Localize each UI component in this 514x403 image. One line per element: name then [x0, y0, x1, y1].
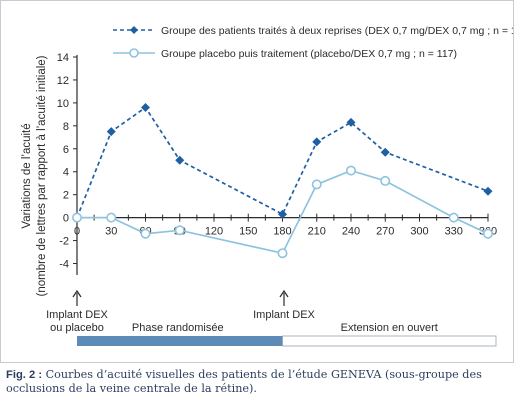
data-point: [482, 228, 493, 239]
caption-label: Fig. 2 :: [6, 369, 43, 381]
data-point: [140, 228, 151, 239]
data-point: [483, 186, 493, 196]
x-tick-label: 330: [445, 226, 463, 238]
series-line: [76, 106, 489, 218]
x-tick-label: 30: [105, 226, 117, 238]
phase-extension-band: [282, 335, 497, 347]
series-line: [77, 169, 489, 255]
x-tick-label: 120: [205, 226, 223, 238]
legend: Groupe des patients traités à deux repri…: [113, 25, 514, 60]
series-layer: [72, 102, 493, 259]
annotation-retreat-line1: Implant DEX: [253, 309, 315, 321]
data-point: [174, 225, 185, 236]
y-tick-label: 10: [57, 98, 69, 110]
data-point: [278, 209, 287, 219]
annotation-start-line2: ou placebo: [50, 322, 104, 334]
x-tick-label: 300: [410, 226, 428, 238]
y-tick-label: 8: [63, 121, 69, 133]
y-tick-label: -2: [59, 236, 69, 248]
axes: -4-2024681012140306090120150180210240270…: [57, 52, 497, 275]
data-point: [380, 175, 391, 186]
line-chart: Variations de l’acuité (nombre de lettre…: [21, 25, 514, 347]
y-axis-title-line2: (nombre de lettres par rapport à l’acuit…: [36, 55, 48, 296]
annotation-retreat-arrowhead: [279, 289, 289, 298]
caption-text: Courbes d’acuité visuelles des patients …: [6, 368, 482, 395]
phase-randomized-band: [77, 336, 283, 346]
series-placebo: [72, 165, 493, 259]
legend-item-placebo: Groupe placebo puis traitement (placebo/…: [113, 48, 457, 60]
figure-caption: Fig. 2 : Courbes d’acuité visuelles des …: [6, 368, 506, 396]
legend-label-treated: Groupe des patients traités à deux repri…: [161, 25, 513, 37]
x-tick-label: 0: [74, 226, 80, 238]
legend-label-placebo: Groupe placebo puis traitement (placebo/…: [161, 48, 457, 60]
x-tick-label: 210: [308, 226, 326, 238]
figure-frame: Variations de l’acuité (nombre de lettre…: [0, 0, 514, 363]
data-point: [380, 147, 390, 157]
annotation-start-line1: Implant DEX: [46, 309, 108, 321]
data-point: [448, 212, 459, 223]
x-tick-label: 150: [239, 226, 257, 238]
annotation-start-arrowhead: [72, 289, 82, 298]
phase-randomized-label: Phase randomisée: [132, 322, 224, 334]
data-point: [312, 137, 322, 147]
data-point: [106, 127, 116, 137]
x-tick-label: 180: [273, 226, 291, 238]
data-point: [72, 212, 83, 223]
data-point: [175, 155, 185, 165]
y-tick-label: 6: [63, 144, 69, 156]
y-tick-label: 4: [63, 167, 69, 179]
legend-item-treated: Groupe des patients traités à deux repri…: [113, 25, 514, 37]
y-tick-label: -4: [59, 259, 69, 271]
phase-bar: Phase randomisée Extension en ouvert: [77, 322, 497, 347]
legend-swatch-placebo-marker: [129, 48, 139, 58]
data-point: [106, 212, 117, 223]
annotation-start: Implant DEX ou placebo: [46, 289, 109, 334]
x-tick-label: 270: [376, 226, 394, 238]
data-point: [277, 248, 288, 259]
phase-extension-label: Extension en ouvert: [341, 322, 438, 334]
annotation-retreat: Implant DEX: [253, 289, 316, 321]
y-tick-label: 0: [63, 213, 69, 225]
y-tick-label: 14: [57, 52, 69, 64]
data-point: [311, 179, 322, 190]
data-point: [345, 165, 356, 176]
data-point: [141, 102, 150, 112]
data-point: [346, 117, 356, 127]
y-tick-label: 2: [63, 190, 69, 202]
y-tick-label: 12: [57, 75, 69, 87]
x-tick-label: 240: [342, 226, 360, 238]
y-axis-title-line1: Variations de l’acuité: [21, 123, 33, 228]
legend-swatch-treated-marker: [130, 26, 138, 34]
